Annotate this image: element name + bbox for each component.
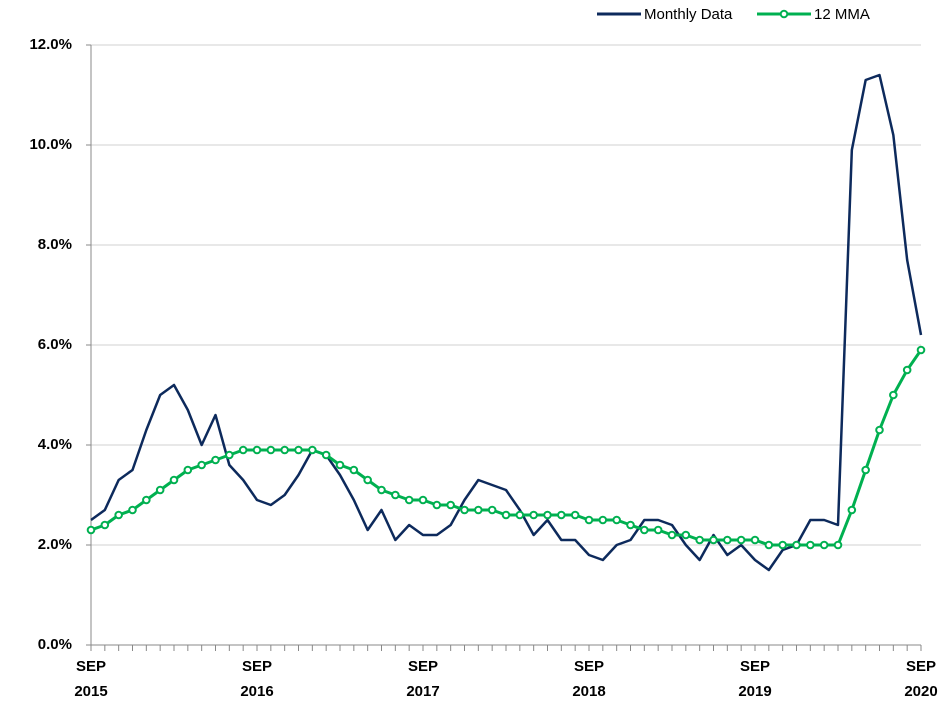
y-tick-label: 4.0% [38, 436, 72, 453]
series-marker [169, 475, 179, 485]
series-marker [308, 445, 317, 455]
series-marker [764, 540, 774, 550]
series-marker [487, 505, 497, 515]
series-marker [460, 505, 469, 515]
series-marker [584, 515, 594, 525]
x-tick-label: SEP 2018 [572, 658, 606, 700]
series-marker [875, 425, 884, 435]
series-marker [349, 465, 359, 475]
series-marker [681, 530, 691, 540]
x-tick-label: SEP 2016 [240, 658, 274, 700]
series-marker [792, 540, 801, 550]
y-tick-label: 12.0% [29, 36, 72, 53]
series-marker [391, 490, 400, 500]
series-marker [598, 515, 608, 525]
series-marker [570, 510, 580, 520]
series-marker [211, 455, 220, 465]
y-tick-label: 2.0% [38, 536, 72, 553]
series-marker [418, 495, 428, 505]
series-marker [377, 485, 386, 495]
series-marker [266, 445, 276, 455]
series-marker [432, 500, 442, 510]
x-tick-label: SEP 2015 [74, 658, 108, 700]
series-marker [404, 495, 414, 505]
series-marker [640, 525, 649, 535]
x-tick-label: SEP 2019 [738, 658, 772, 700]
legend-marker [779, 9, 789, 19]
series-marker [446, 500, 455, 510]
x-tick-label: SEP 2020 [904, 658, 938, 700]
series-marker [225, 450, 234, 460]
series-marker [114, 510, 123, 520]
legend-label: Monthly Data [644, 6, 733, 23]
series-marker [723, 535, 732, 545]
series-marker [667, 530, 677, 540]
series-marker [252, 445, 262, 455]
series-marker [280, 445, 289, 455]
series-marker [515, 510, 525, 520]
series-marker [889, 390, 898, 400]
series-marker [861, 465, 870, 475]
series-line [90, 73, 923, 572]
series-marker [653, 525, 663, 535]
series-marker [142, 495, 151, 505]
series-marker [474, 505, 483, 515]
series-marker [501, 510, 511, 520]
legend-label: 12 MMA [814, 6, 870, 23]
series-marker [335, 460, 345, 470]
series-marker [695, 535, 704, 545]
series-marker [736, 535, 746, 545]
series-marker [557, 510, 566, 520]
series-marker [916, 345, 926, 355]
series-marker [363, 475, 372, 485]
x-tick-label: SEP 2017 [406, 658, 440, 700]
series-marker [750, 535, 760, 545]
series-marker [238, 445, 248, 455]
series-marker [709, 535, 718, 545]
series-marker [321, 450, 331, 460]
series-marker [86, 525, 96, 535]
series-marker [778, 540, 787, 550]
series-marker [819, 540, 829, 550]
series-marker [833, 540, 843, 550]
series-marker [183, 465, 193, 475]
y-tick-label: 10.0% [29, 136, 72, 153]
series-marker [529, 510, 538, 520]
series-marker [612, 515, 621, 525]
y-tick-label: 0.0% [38, 636, 72, 653]
series-marker [806, 540, 815, 550]
series-marker [128, 505, 137, 515]
series-marker [100, 520, 110, 530]
series-marker [294, 445, 303, 455]
series-marker [902, 365, 912, 375]
series-marker [626, 520, 635, 530]
series-marker [197, 460, 206, 470]
y-tick-label: 6.0% [38, 336, 72, 353]
y-tick-label: 8.0% [38, 236, 72, 253]
series-marker [155, 485, 165, 495]
series-marker [543, 510, 552, 520]
series-marker [847, 505, 857, 515]
